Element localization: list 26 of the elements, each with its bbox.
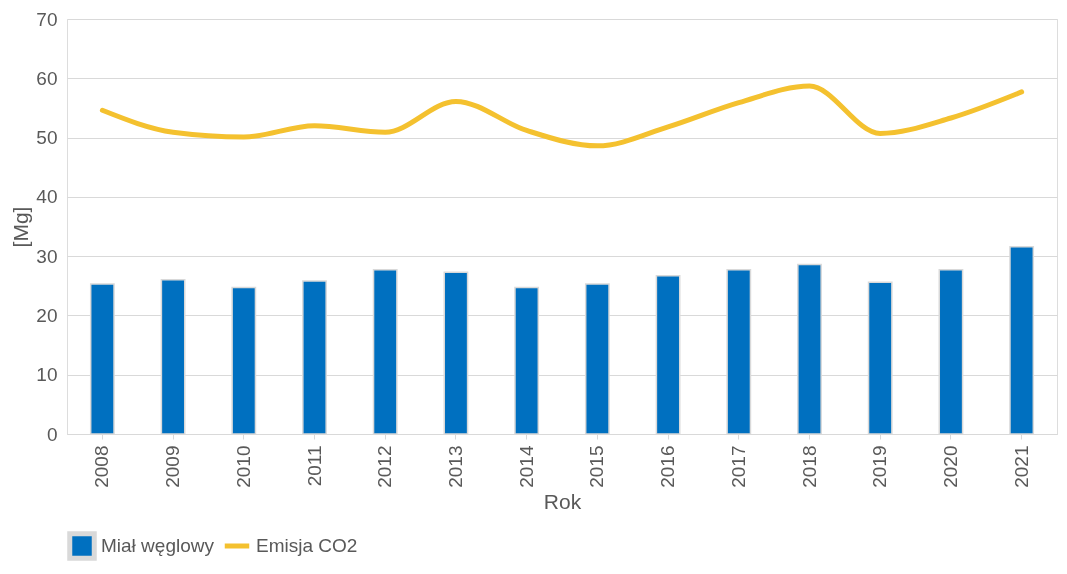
x-tick-label: 2016	[657, 445, 679, 488]
y-tick-label: 40	[36, 186, 58, 208]
legend-label: Emisja CO2	[256, 535, 358, 556]
x-tick-label: 2019	[869, 445, 891, 488]
y-axis-title: [Mg]	[9, 206, 33, 248]
y-tick-label: 50	[36, 127, 58, 149]
x-tick-label: 2020	[939, 445, 961, 488]
y-tick-label: 0	[46, 423, 58, 445]
x-tick-label: 2010	[232, 445, 254, 488]
x-tick-label: 2009	[162, 445, 184, 488]
x-tick-label: 2015	[586, 445, 608, 488]
x-tick-label: 2011	[303, 445, 325, 487]
x-tick-label: 2012	[374, 445, 396, 488]
y-tick-label: 60	[36, 67, 58, 89]
x-tick-label: 2017	[727, 445, 749, 488]
y-tick-label: 70	[36, 8, 58, 30]
x-axis-title: Rok	[543, 489, 582, 513]
legend-label: Miał węglowy	[101, 535, 215, 556]
x-tick-label: 2021	[1010, 445, 1032, 488]
y-tick-label: 10	[36, 364, 58, 386]
x-tick-label: 2013	[444, 445, 466, 488]
x-tick-label: 2008	[91, 445, 113, 488]
x-tick-label: 2014	[515, 445, 537, 488]
y-tick-label: 30	[36, 245, 58, 267]
y-tick-label: 20	[36, 304, 58, 326]
x-tick-label: 2018	[798, 445, 820, 488]
